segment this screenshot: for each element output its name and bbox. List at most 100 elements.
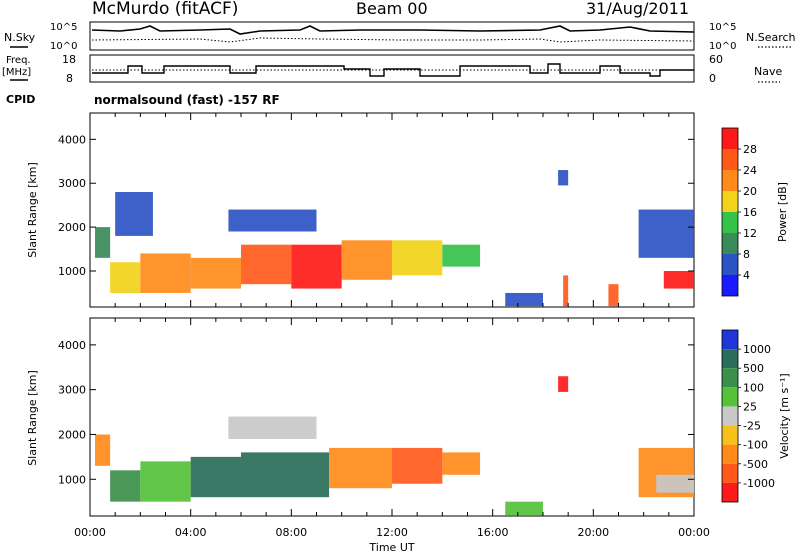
velocity-colorbar-label-2: 100 xyxy=(743,381,764,394)
freq-label-line1: Freq. xyxy=(6,55,31,66)
freq-panel-frame xyxy=(89,54,695,83)
velocity-region-2 xyxy=(140,461,191,502)
power-colorbar-cell-0 xyxy=(722,128,738,149)
time-axis-label: Time UT xyxy=(368,541,414,554)
power-colorbar-label-1: 24 xyxy=(743,164,757,177)
freq-tick-bottom: 8 xyxy=(66,72,73,85)
power-colorbar-label-2: 20 xyxy=(743,185,757,198)
nsearch-tick-top: 10^5 xyxy=(709,22,736,33)
velocity-colorbar-cell-1 xyxy=(722,349,738,369)
station-title: McMurdo (fitACF) xyxy=(92,0,238,19)
velocity-region-10 xyxy=(558,376,569,392)
velocity-ytick-label-2: 3000 xyxy=(58,384,86,397)
velocity-colorbar-cell-2 xyxy=(722,368,738,388)
freq-trace xyxy=(92,63,694,77)
power-region-11 xyxy=(505,292,543,307)
velocity-y-ticks: 1000 2000 3000 4000 xyxy=(58,318,695,516)
nave-tick-top: 60 xyxy=(709,53,723,66)
power-region-15 xyxy=(638,209,694,258)
velocity-colorbar-labels: 1000 500 100 25 -25 -100 -500 -1000 xyxy=(738,343,775,490)
velocity-colorbar-label-1: 500 xyxy=(743,362,764,375)
power-region-14 xyxy=(608,284,619,307)
power-colorbar: 28 24 20 16 12 8 4 Power [dB] xyxy=(721,127,789,297)
power-region-0 xyxy=(95,227,111,258)
velocity-regions xyxy=(95,376,694,516)
velocity-region-12 xyxy=(656,474,694,493)
time-tick-label-5: 20:00 xyxy=(577,526,609,539)
velocity-region-7 xyxy=(442,452,481,475)
velocity-colorbar-cell-5 xyxy=(722,425,738,445)
power-colorbar-labels: 28 24 20 16 12 8 4 xyxy=(738,143,757,282)
nsearch-tick-bottom: 10^0 xyxy=(709,41,736,52)
power-colorbar-cell-1 xyxy=(722,149,738,170)
power-ytick-label-0: 1000 xyxy=(58,265,86,278)
time-tick-label-0: 00:00 xyxy=(74,526,106,539)
power-panel: 1000 2000 3000 4000 Slant Range [km] xyxy=(26,112,695,308)
velocity-colorbar-label-4: -25 xyxy=(743,420,761,433)
power-ylabel: Slant Range [km] xyxy=(26,162,39,258)
velocity-colorbar-frame xyxy=(721,329,739,503)
velocity-colorbar-label-0: 1000 xyxy=(743,343,771,356)
velocity-region-8 xyxy=(228,416,317,439)
power-region-12 xyxy=(558,170,569,186)
power-region-4 xyxy=(241,244,292,285)
power-colorbar-cell-6 xyxy=(722,254,738,275)
nsky-trace xyxy=(91,25,695,35)
velocity-colorbar-cell-6 xyxy=(722,444,738,464)
velocity-region-1 xyxy=(110,470,141,502)
velocity-region-0 xyxy=(95,434,111,466)
velocity-colorbar-cell-0 xyxy=(722,330,738,350)
velocity-colorbar-label-7: -1000 xyxy=(743,477,775,490)
power-colorbar-label-6: 4 xyxy=(743,269,750,282)
velocity-colorbar-label-3: 25 xyxy=(743,400,757,413)
velocity-colorbar: 1000 500 100 25 -25 -100 -500 -1000 Velocity [m… xyxy=(721,329,791,503)
nsky-panel-frame xyxy=(89,21,695,51)
velocity-ytick-label-3: 4000 xyxy=(58,339,86,352)
nsky-tick-bottom: 10^0 xyxy=(50,41,77,52)
velocity-colorbar-cell-7 xyxy=(722,463,738,483)
power-region-9 xyxy=(115,192,153,236)
power-colorbar-cell-2 xyxy=(722,170,738,191)
time-tick-label-4: 16:00 xyxy=(477,526,509,539)
power-colorbar-cell-3 xyxy=(722,191,738,212)
velocity-colorbar-cell-8 xyxy=(722,482,738,502)
power-ytick-label-1: 2000 xyxy=(58,221,86,234)
power-region-13 xyxy=(563,275,569,307)
velocity-x-ticks: 00:00 04:00 08:00 12:00 16:00 20:00 00:00 xyxy=(74,526,710,539)
velocity-region-4 xyxy=(241,452,330,498)
beam-title: Beam 00 xyxy=(356,0,428,18)
power-colorbar-label-5: 8 xyxy=(743,248,750,261)
velocity-colorbar-label: Velocity [m s⁻¹] xyxy=(778,373,791,458)
power-regions xyxy=(95,170,694,307)
power-region-2 xyxy=(140,253,191,293)
cpid-value: normalsound (fast) -157 RF xyxy=(94,93,280,107)
velocity-region-3 xyxy=(190,456,241,498)
nsky-tick-top: 10^5 xyxy=(50,22,77,33)
power-y-ticks: 1000 2000 3000 4000 xyxy=(58,113,695,307)
cpid-label: CPID xyxy=(6,93,35,106)
time-tick-label-2: 08:00 xyxy=(275,526,307,539)
power-region-16 xyxy=(663,271,694,289)
velocity-colorbar-label-5: -100 xyxy=(743,439,768,452)
power-region-8 xyxy=(442,244,481,267)
power-ytick-label-2: 3000 xyxy=(58,177,86,190)
velocity-colorbar-label-6: -500 xyxy=(743,458,768,471)
nave-tick-bottom: 0 xyxy=(709,72,716,85)
power-region-5 xyxy=(291,244,342,289)
time-tick-label-3: 12:00 xyxy=(376,526,408,539)
power-region-3 xyxy=(190,257,241,289)
velocity-panel: 1000 2000 3000 4000 00:00 04:00 08:00 12:00 16:… xyxy=(26,317,710,554)
nave-label: Nave xyxy=(754,65,782,78)
freq-tick-top: 18 xyxy=(62,53,76,66)
power-ytick-label-3: 4000 xyxy=(58,133,86,146)
time-tick-label-1: 04:00 xyxy=(175,526,207,539)
power-colorbar-label-3: 16 xyxy=(743,206,757,219)
time-tick-label-6: 00:00 xyxy=(678,526,710,539)
velocity-region-6 xyxy=(392,447,443,484)
power-colorbar-cells xyxy=(722,128,738,296)
velocity-region-5 xyxy=(329,447,392,489)
nsearch-label: N.Search xyxy=(746,31,796,44)
velocity-colorbar-cell-4 xyxy=(722,406,738,426)
power-region-6 xyxy=(341,240,392,280)
